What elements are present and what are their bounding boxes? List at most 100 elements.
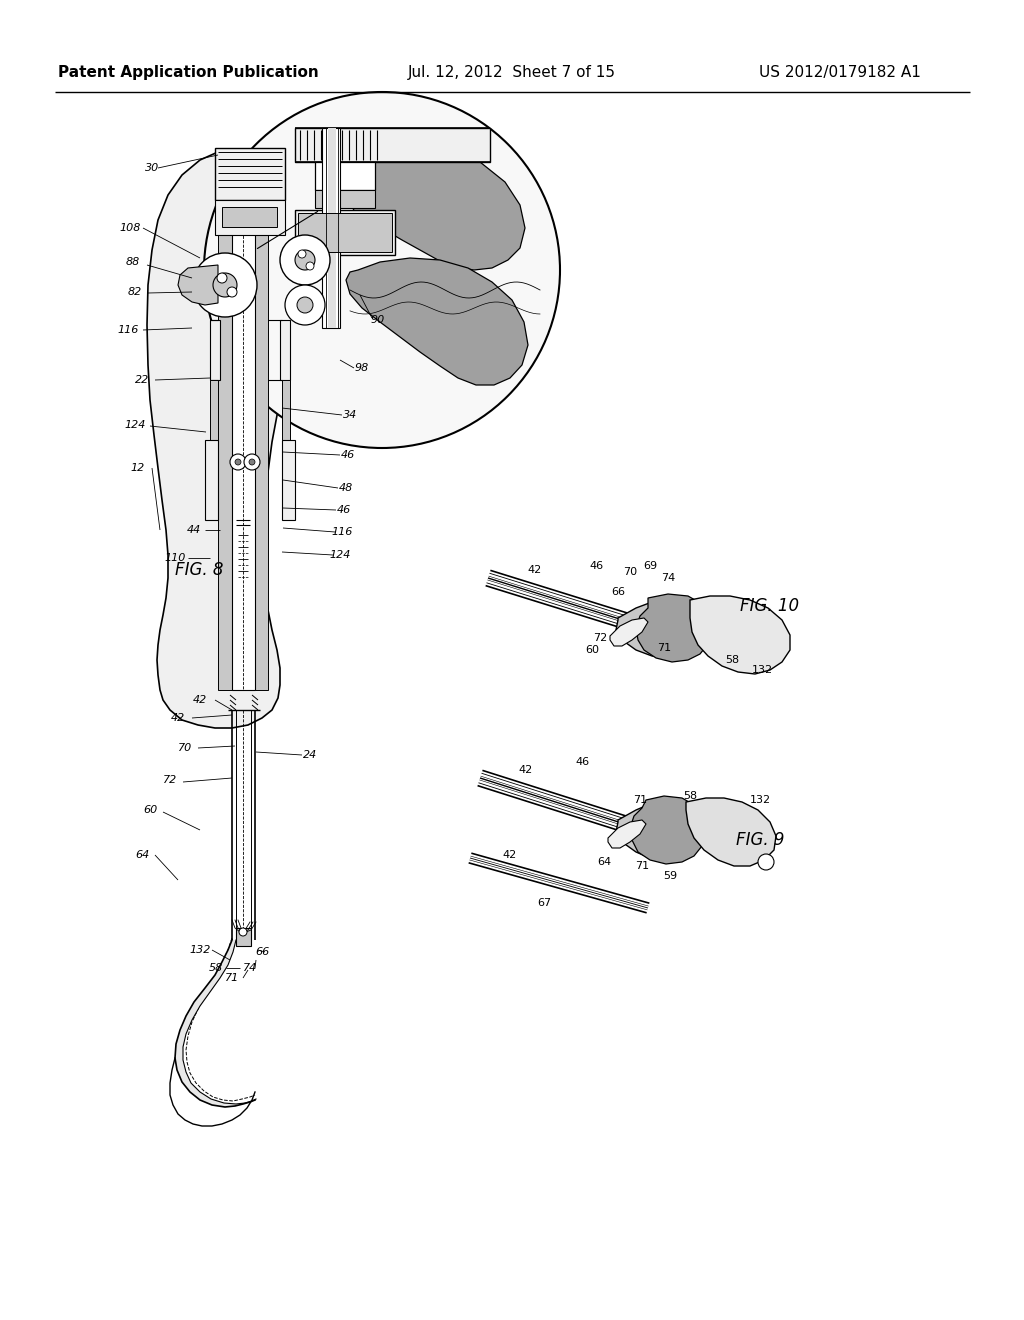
Polygon shape <box>616 803 694 861</box>
Text: 124: 124 <box>124 420 145 430</box>
Text: 74: 74 <box>660 573 675 583</box>
Text: 58: 58 <box>725 655 739 665</box>
Bar <box>282 440 295 520</box>
Circle shape <box>217 273 227 282</box>
Text: 46: 46 <box>574 756 589 767</box>
Text: 110: 110 <box>164 553 185 564</box>
Bar <box>232 201 255 690</box>
Text: 71: 71 <box>633 795 647 805</box>
Polygon shape <box>630 796 706 865</box>
Text: 48: 48 <box>339 483 353 492</box>
Text: 82: 82 <box>128 286 142 297</box>
Text: 98: 98 <box>355 363 369 374</box>
Text: 71: 71 <box>657 643 671 653</box>
Text: 64: 64 <box>597 857 611 867</box>
Bar <box>215 201 285 235</box>
Text: 70: 70 <box>178 743 193 752</box>
Bar <box>295 210 395 255</box>
Text: 90: 90 <box>371 315 385 325</box>
Bar <box>222 207 278 227</box>
Text: US 2012/0179182 A1: US 2012/0179182 A1 <box>759 66 921 81</box>
Text: 58: 58 <box>683 791 697 801</box>
Text: 70: 70 <box>623 568 637 577</box>
Text: 116: 116 <box>118 325 138 335</box>
Bar <box>210 380 218 440</box>
Text: 42: 42 <box>503 850 517 861</box>
Bar <box>280 319 290 380</box>
Text: 64: 64 <box>135 850 150 861</box>
Bar <box>322 128 340 327</box>
Polygon shape <box>248 201 268 690</box>
Circle shape <box>213 273 237 297</box>
Text: 34: 34 <box>343 411 357 420</box>
Text: 42: 42 <box>171 713 185 723</box>
Circle shape <box>193 253 257 317</box>
Text: 59: 59 <box>663 871 677 880</box>
Circle shape <box>204 92 560 447</box>
Text: 66: 66 <box>255 946 269 957</box>
Circle shape <box>295 249 315 271</box>
Text: 42: 42 <box>519 766 534 775</box>
Text: Patent Application Publication: Patent Application Publication <box>57 66 318 81</box>
Text: 60: 60 <box>585 645 599 655</box>
Circle shape <box>227 286 237 297</box>
Bar <box>282 380 290 440</box>
Text: Jul. 12, 2012  Sheet 7 of 15: Jul. 12, 2012 Sheet 7 of 15 <box>408 66 616 81</box>
Circle shape <box>249 459 255 465</box>
Circle shape <box>285 285 325 325</box>
Text: 132: 132 <box>189 945 211 954</box>
Text: 22: 22 <box>135 375 150 385</box>
Text: 71: 71 <box>635 861 649 871</box>
Polygon shape <box>218 201 240 690</box>
Text: 46: 46 <box>589 561 603 572</box>
Text: FIG. 8: FIG. 8 <box>175 561 223 579</box>
Bar <box>315 190 375 209</box>
Polygon shape <box>616 601 698 657</box>
Polygon shape <box>346 257 528 385</box>
Text: 72: 72 <box>163 775 177 785</box>
Text: 72: 72 <box>593 634 607 643</box>
Circle shape <box>239 928 247 936</box>
Text: FIG. 9: FIG. 9 <box>736 832 784 849</box>
Polygon shape <box>686 799 776 866</box>
Text: 42: 42 <box>193 696 207 705</box>
Circle shape <box>758 854 774 870</box>
Bar <box>298 213 392 252</box>
Text: 12: 12 <box>131 463 145 473</box>
Bar <box>205 440 218 520</box>
Circle shape <box>297 297 313 313</box>
Text: 108: 108 <box>120 223 140 234</box>
Text: 42: 42 <box>528 565 542 576</box>
Text: 124: 124 <box>330 550 350 560</box>
Bar <box>295 128 490 162</box>
Polygon shape <box>690 597 790 675</box>
Text: 88: 88 <box>126 257 140 267</box>
Text: 71: 71 <box>225 973 240 983</box>
Text: 44: 44 <box>186 525 201 535</box>
Circle shape <box>244 454 260 470</box>
Polygon shape <box>610 618 648 645</box>
Text: 74: 74 <box>243 964 257 973</box>
Bar <box>215 148 285 201</box>
Circle shape <box>234 459 241 465</box>
Polygon shape <box>636 594 712 663</box>
Polygon shape <box>608 820 646 847</box>
Text: 132: 132 <box>750 795 771 805</box>
Bar <box>236 928 251 946</box>
Text: 116: 116 <box>332 527 352 537</box>
Bar <box>210 319 220 380</box>
Polygon shape <box>178 265 218 305</box>
Polygon shape <box>147 150 288 729</box>
Text: 24: 24 <box>303 750 317 760</box>
Circle shape <box>230 454 246 470</box>
Text: 60: 60 <box>143 805 157 814</box>
Circle shape <box>298 249 306 257</box>
Circle shape <box>280 235 330 285</box>
Bar <box>315 162 375 190</box>
Text: 46: 46 <box>337 506 351 515</box>
Text: 58: 58 <box>209 964 223 973</box>
Circle shape <box>306 261 314 271</box>
Text: FIG. 10: FIG. 10 <box>740 597 799 615</box>
Text: 67: 67 <box>537 898 551 908</box>
Text: 66: 66 <box>611 587 625 597</box>
